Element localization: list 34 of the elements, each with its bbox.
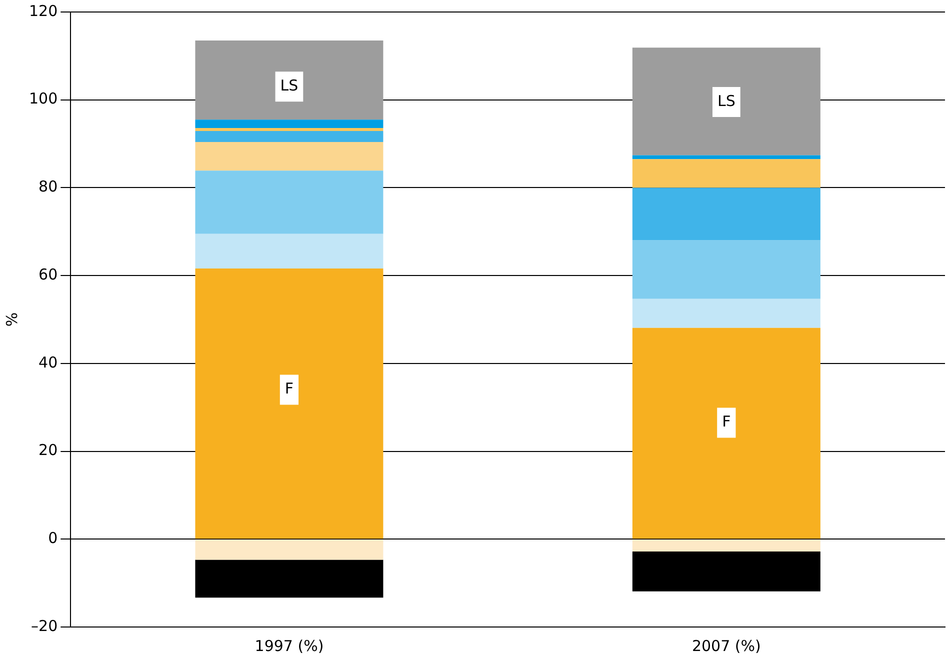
y-tick-label: –20 bbox=[31, 616, 58, 635]
bar bbox=[632, 159, 820, 188]
annotation: LS bbox=[717, 92, 736, 110]
bar bbox=[632, 551, 820, 592]
y-tick-label: 20 bbox=[38, 441, 58, 460]
x-tick-label: 1997 (%) bbox=[254, 636, 324, 655]
annotation: F bbox=[284, 380, 294, 398]
bar bbox=[195, 268, 384, 539]
y-tick-label: 0 bbox=[48, 529, 58, 548]
bar bbox=[195, 540, 384, 560]
bar bbox=[632, 540, 820, 552]
annotation: F bbox=[722, 412, 731, 431]
y-tick-label: 60 bbox=[38, 265, 58, 284]
y-axis-title: % bbox=[2, 312, 21, 327]
y-tick-label: 80 bbox=[38, 178, 58, 196]
bar bbox=[195, 120, 384, 128]
bar bbox=[632, 240, 820, 299]
bar bbox=[632, 188, 820, 240]
y-tick-label: 120 bbox=[28, 2, 58, 20]
y-tick-label: 40 bbox=[38, 353, 58, 372]
bar bbox=[632, 298, 820, 328]
bar bbox=[195, 128, 384, 132]
bar bbox=[195, 170, 384, 234]
annotation: LS bbox=[280, 76, 298, 95]
bar bbox=[195, 142, 384, 171]
bar bbox=[632, 328, 820, 539]
bar bbox=[195, 234, 384, 269]
bar bbox=[632, 48, 820, 156]
bar bbox=[632, 155, 820, 160]
bar bbox=[195, 560, 384, 598]
x-tick-label: 2007 (%) bbox=[692, 636, 761, 655]
y-tick-label: 100 bbox=[28, 90, 58, 108]
bar bbox=[195, 40, 384, 120]
bar bbox=[195, 131, 384, 142]
